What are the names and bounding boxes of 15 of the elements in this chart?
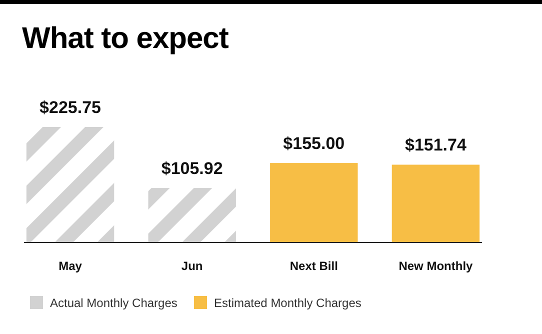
- data-label: $155.00: [283, 134, 345, 154]
- bar: [148, 188, 236, 242]
- x-tick-label: May: [58, 259, 82, 273]
- bar: [270, 163, 358, 242]
- chart-title: What to expect: [22, 22, 229, 55]
- data-label: $105.92: [161, 159, 223, 178]
- x-tick-label: New Monthly: [398, 259, 474, 273]
- bar: [26, 127, 114, 242]
- bar: [392, 164, 480, 242]
- legend-label: Estimated Monthly Charges: [214, 296, 362, 310]
- x-tick-label: Jun: [181, 259, 203, 273]
- legend-label: Actual Monthly Charges: [50, 296, 178, 310]
- data-label: $151.74: [404, 136, 467, 155]
- data-label: $225.75: [40, 98, 102, 117]
- x-tick-label: Next Bill: [290, 259, 338, 273]
